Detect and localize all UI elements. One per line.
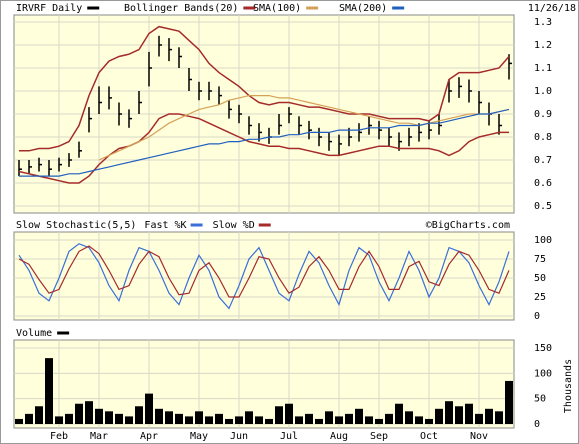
bollinger-lower: [18, 113, 509, 184]
credit: ©BigCharts.com: [426, 220, 510, 231]
volume-bar: [65, 413, 73, 424]
volume-bar: [485, 408, 493, 424]
volume-bar: [295, 416, 303, 424]
y-tick-label: 1.2: [534, 40, 552, 51]
y-tick-label: 25: [534, 292, 546, 303]
legend-label: Slow %D: [213, 220, 255, 231]
chart-date: 11/26/18: [528, 3, 576, 14]
volume-bar: [285, 403, 293, 424]
legend-label: IRVRF Daily: [16, 3, 82, 14]
volume-bar: [375, 418, 383, 424]
volume-bar: [55, 416, 63, 424]
volume-bar: [245, 411, 253, 424]
volume-bar: [35, 406, 43, 424]
volume-bar: [255, 416, 263, 424]
volume-bar: [115, 413, 123, 424]
volume-bar: [475, 413, 483, 424]
legend-label: SMA(100): [253, 3, 301, 14]
stochastic-line: [18, 245, 510, 298]
x-tick-label: Mar: [90, 431, 108, 442]
volume-bar: [445, 401, 453, 424]
volume-bar: [305, 413, 313, 424]
volume-bar: [455, 406, 463, 424]
volume-bar: [205, 416, 213, 424]
y-tick-label: 0: [534, 419, 540, 430]
volume-bar: [345, 413, 353, 424]
volume-bar: [155, 408, 163, 424]
volume-bar: [135, 406, 143, 424]
x-tick-label: Apr: [140, 431, 158, 442]
chart-title: Slow Stochastic(5,5): [16, 220, 136, 231]
volume-bar: [15, 418, 23, 424]
volume-bar: [145, 393, 153, 424]
y-tick-label: 0.8: [534, 132, 552, 143]
volume-bar: [495, 411, 503, 424]
y-tick-label: 1.0: [534, 86, 552, 97]
y-tick-label: 1.3: [534, 17, 552, 28]
volume-bar: [125, 416, 133, 424]
y-tick-label: 100: [534, 368, 552, 379]
y-tick-label: 0.7: [534, 155, 552, 166]
volume-bar: [395, 403, 403, 424]
y-axis-label: Thousands: [563, 359, 574, 413]
volume-bar: [105, 411, 113, 424]
volume-bar: [265, 418, 273, 424]
y-tick-label: 50: [534, 394, 546, 405]
volume-bar: [185, 416, 193, 424]
volume-bar: [275, 406, 283, 424]
x-tick-label: Feb: [50, 431, 68, 442]
volume-bar: [95, 408, 103, 424]
sma-line: [98, 95, 510, 161]
plot-area: [13, 231, 515, 321]
x-tick-label: Sep: [370, 431, 388, 442]
x-tick-label: Jul: [280, 431, 298, 442]
volume-bar: [465, 403, 473, 424]
x-tick-label: Aug: [330, 431, 348, 442]
volume-bar: [75, 403, 83, 424]
volume-bar: [365, 416, 373, 424]
volume-bar: [45, 358, 53, 424]
y-tick-label: 1.1: [534, 63, 552, 74]
stochastic-line: [18, 243, 510, 310]
sma-line: [19, 108, 510, 177]
y-tick-label: 50: [534, 273, 546, 284]
volume-bar: [225, 418, 233, 424]
volume-bar: [165, 411, 173, 424]
y-tick-label: 100: [534, 235, 552, 246]
volume-bar: [325, 411, 333, 424]
volume-bar: [335, 416, 343, 424]
volume-bar: [505, 380, 513, 424]
legend-label: Fast %K: [144, 220, 186, 231]
x-tick-label: May: [190, 431, 208, 442]
volume-bar: [85, 401, 93, 424]
volume-bar: [405, 411, 413, 424]
y-tick-label: 0.9: [534, 109, 552, 120]
legend-label: Bollinger Bands(20): [124, 3, 238, 14]
volume-bar: [215, 413, 223, 424]
legend-label: SMA(200): [339, 3, 387, 14]
x-tick-label: Nov: [470, 431, 488, 442]
volume-bar: [355, 408, 363, 424]
volume-bar: [235, 416, 243, 424]
volume-bar: [415, 416, 423, 424]
volume-bar: [175, 413, 183, 424]
x-tick-label: Oct: [420, 431, 438, 442]
volume-bar: [25, 413, 33, 424]
volume-bar: [385, 413, 393, 424]
chart-title: Volume: [16, 328, 52, 339]
y-tick-label: 0.5: [534, 201, 552, 212]
volume-bar: [195, 411, 203, 424]
x-tick-label: Jun: [230, 431, 248, 442]
y-tick-label: 0: [534, 311, 540, 322]
volume-bar: [315, 418, 323, 424]
y-tick-label: 0.6: [534, 178, 552, 189]
plot-area: [13, 339, 515, 429]
volume-bar: [435, 408, 443, 424]
bollinger-upper: [19, 25, 510, 152]
y-tick-label: 75: [534, 254, 546, 265]
volume-bar: [425, 418, 433, 424]
y-tick-label: 150: [534, 343, 552, 354]
